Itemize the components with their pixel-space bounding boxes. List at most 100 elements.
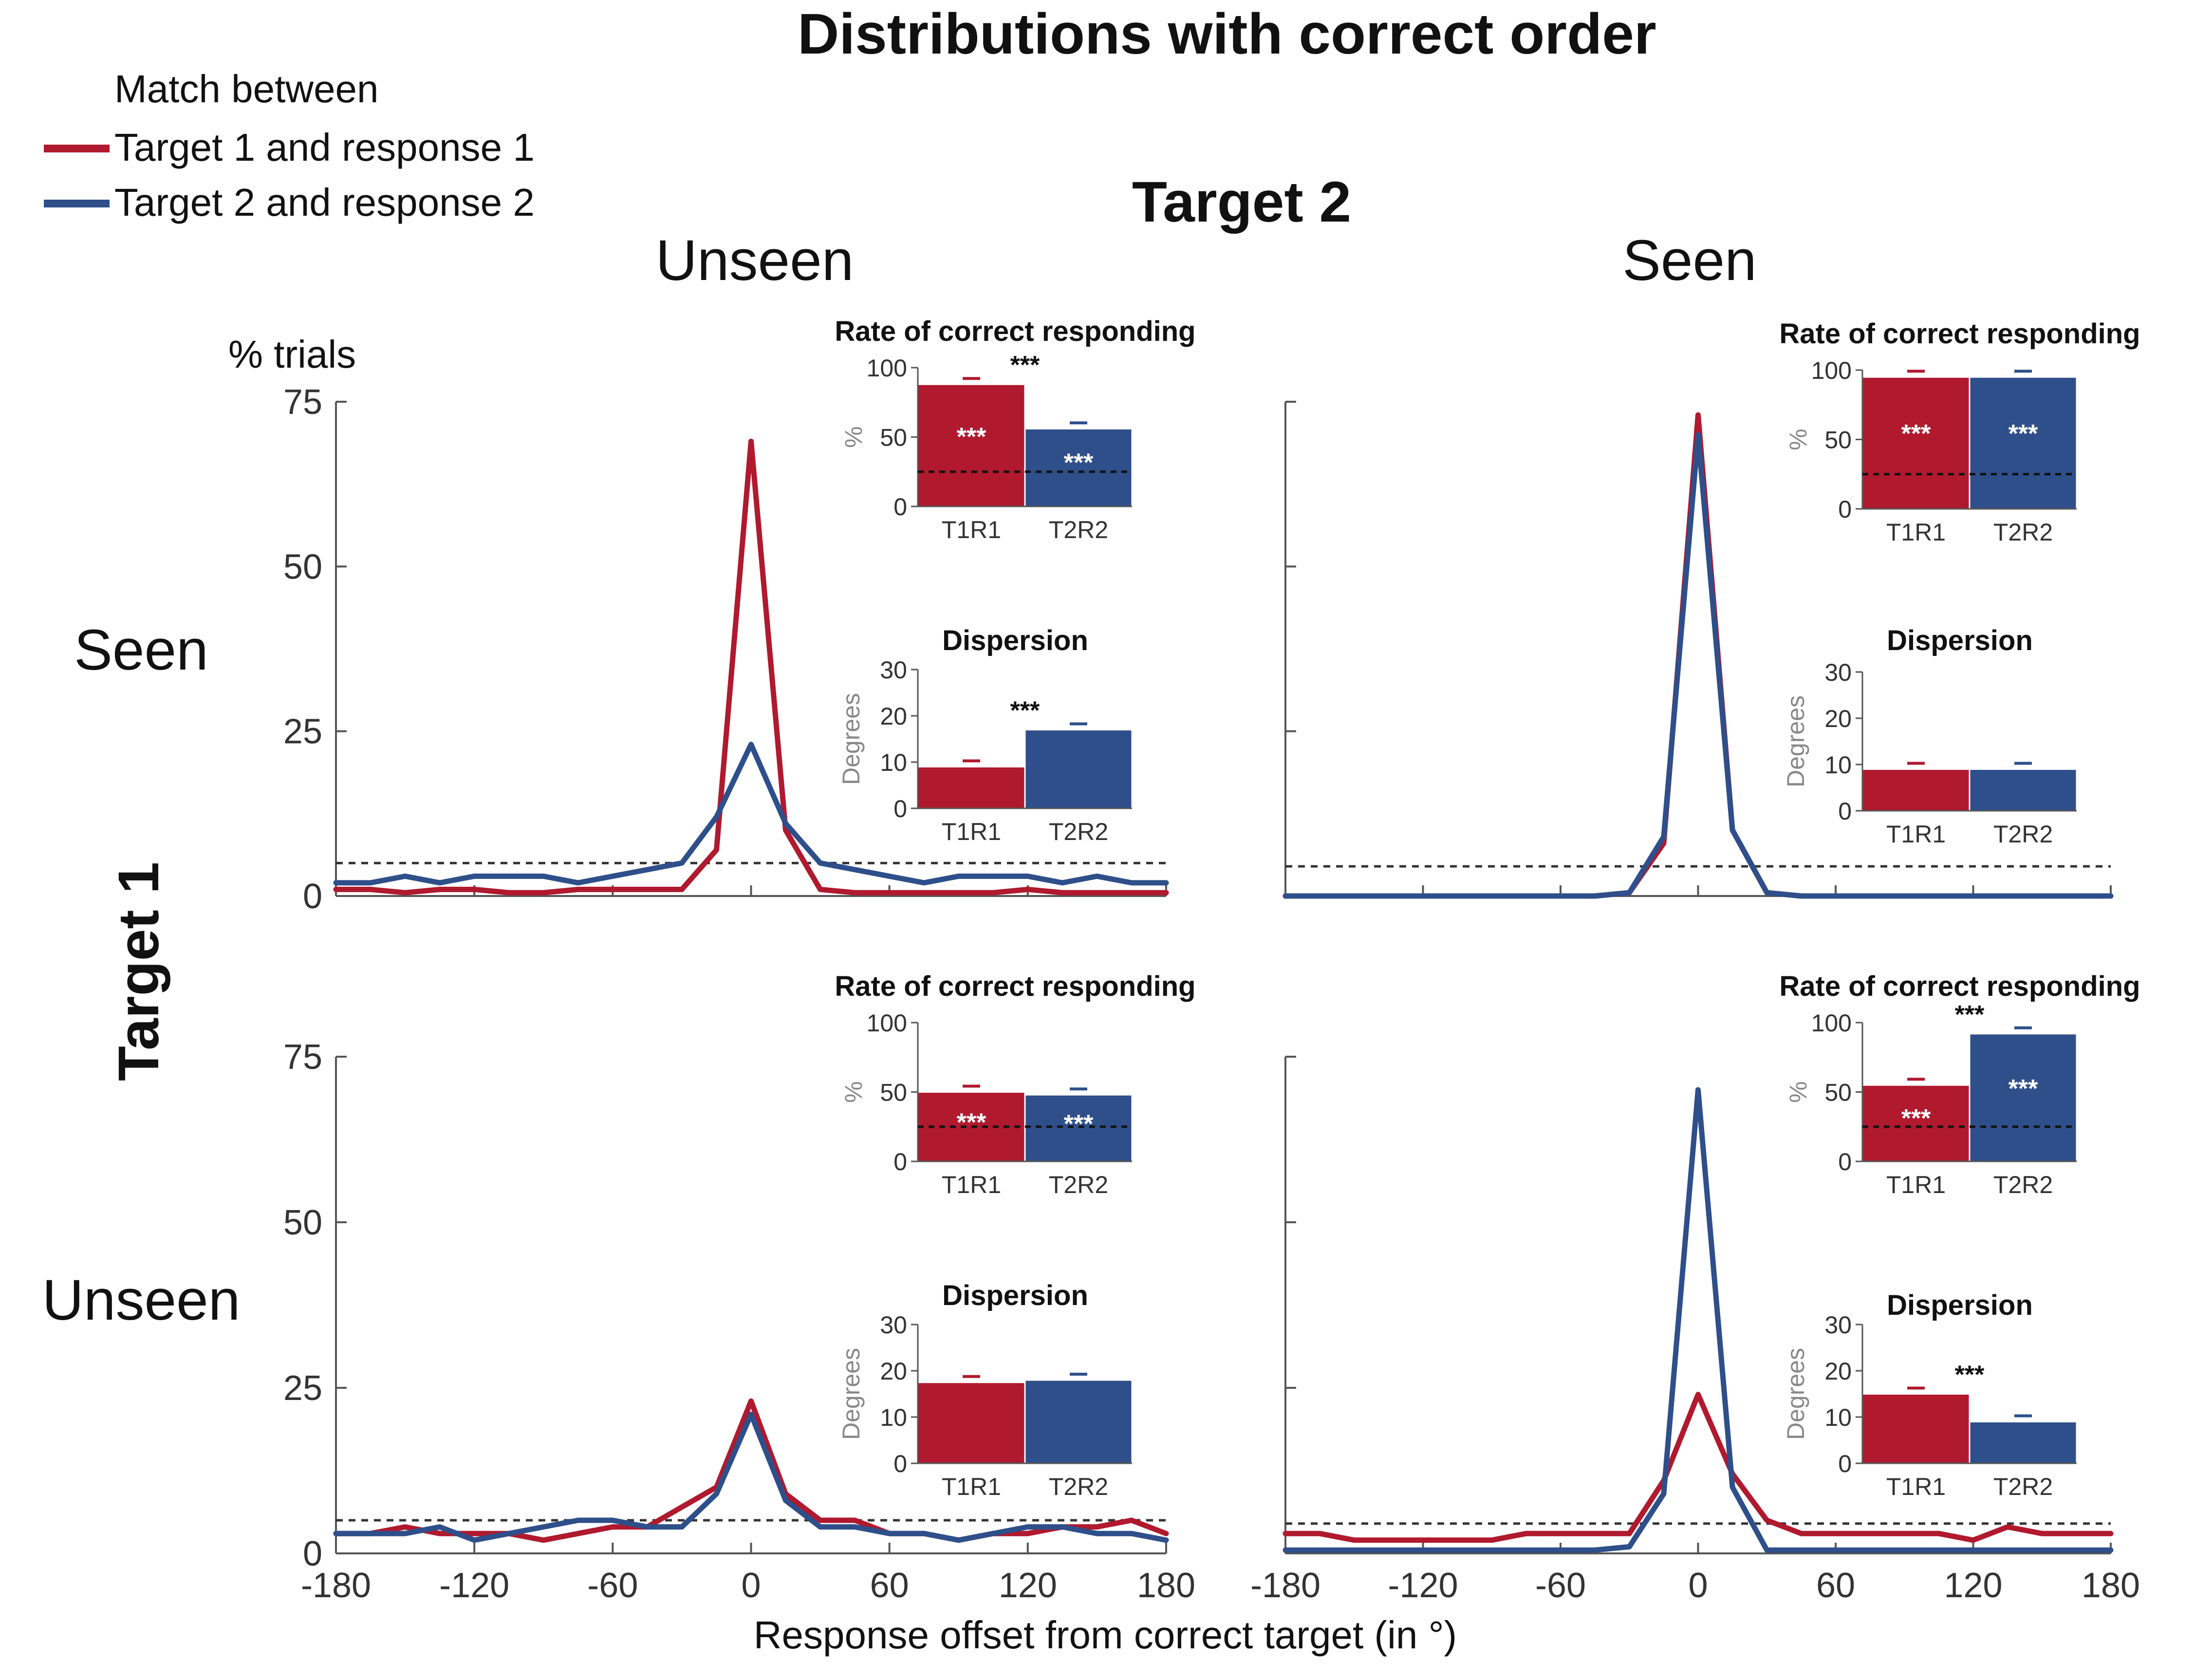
inset-y-tick-label: 10 — [880, 749, 907, 776]
inset-y-tick-label: 30 — [1824, 659, 1852, 686]
panel-t1-unseen-t2-seen: -180 -120 -60 0 60 120 180 Rate of correct resp… — [1250, 971, 2140, 1605]
inset-y-label: Degrees — [837, 1348, 865, 1440]
row-label-unseen: Unseen — [42, 1268, 241, 1332]
difference-significance-label: *** — [1010, 351, 1040, 379]
inset-title: Rate of correct responding — [1779, 971, 2140, 1002]
legend-header: Match between — [114, 67, 379, 111]
inset-y-label: % — [1785, 429, 1812, 450]
x-tick-label: -120 — [439, 1566, 509, 1605]
bar-category-label: T2R2 — [1049, 1473, 1108, 1500]
inset-y-tick-label: 0 — [1838, 798, 1852, 825]
inset-y-tick-label: 30 — [880, 656, 907, 684]
x-tick-label: 0 — [741, 1566, 761, 1605]
series-line-t1r1 — [333, 1398, 1169, 1543]
inset-y-tick-label: 0 — [893, 795, 907, 822]
bar-category-label: T1R1 — [942, 1473, 1001, 1500]
inset-y-tick-label: 10 — [880, 1404, 907, 1431]
inset-y-tick-label: 20 — [1824, 1358, 1852, 1385]
bar-category-label: T1R1 — [1886, 1171, 1946, 1198]
bar-t1r1 — [1861, 768, 1971, 812]
column-label-seen: Seen — [1622, 228, 1757, 293]
inset-y-tick-label: 0 — [1838, 1450, 1852, 1477]
y-tick-label: 0 — [303, 1534, 322, 1573]
inset-y-label: Degrees — [837, 693, 865, 785]
series-line-t1r1 — [333, 438, 1169, 896]
bar-category-label: T1R1 — [942, 1171, 1001, 1198]
bar-t1r1 — [917, 1381, 1026, 1464]
x-tick-label: 60 — [1816, 1566, 1855, 1605]
series-line-t2r2 — [1283, 1087, 2114, 1553]
bar-category-label: T1R1 — [942, 516, 1001, 543]
inset-y-label: % — [840, 1081, 867, 1102]
inset-title: Dispersion — [942, 625, 1088, 656]
panel-t1-seen-t2-unseen: 0 25 50 75 Rate of correct responding T1R1 ***… — [283, 316, 1196, 916]
y-tick-label: 25 — [283, 1369, 322, 1408]
panel-t1-seen-t2-seen: Rate of correct responding T1R1 *** T2R2 ***… — [1283, 318, 2140, 899]
bar-significance-label: *** — [1064, 1110, 1094, 1139]
x-tick-label: -120 — [1388, 1566, 1458, 1605]
inset-y-tick-label: 50 — [1824, 427, 1852, 454]
x-tick-label: 60 — [870, 1566, 909, 1605]
inset-title: Dispersion — [1887, 1289, 2033, 1321]
bar-significance-label: *** — [957, 1108, 986, 1137]
inset-y-tick-label: 0 — [1838, 496, 1852, 523]
inset-title: Rate of correct responding — [835, 971, 1195, 1002]
inset-title: Dispersion — [942, 1280, 1088, 1311]
difference-significance-label: *** — [1955, 1001, 1985, 1029]
series-line-t2r2 — [1283, 432, 2114, 899]
bar-t2r2 — [1024, 1094, 1133, 1162]
bar-t1r1 — [1861, 376, 1971, 510]
difference-significance-label: *** — [1955, 1361, 1985, 1389]
y-tick-label: 25 — [283, 712, 322, 751]
row-label-seen: Seen — [74, 618, 208, 682]
inset-y-label: Degrees — [1782, 695, 1809, 787]
inset-title: Dispersion — [1887, 625, 2033, 656]
inset-dispersion: Dispersion T1R1 T2R2 0 10 20 30 Degrees *** — [837, 625, 1133, 845]
bar-t2r2 — [1969, 376, 2078, 510]
inset-y-tick-label: 100 — [867, 355, 907, 382]
inset-y-tick-label: 0 — [893, 1148, 907, 1176]
bar-category-label: T2R2 — [1049, 818, 1108, 845]
bar-significance-label: *** — [1901, 420, 1931, 448]
inset-y-tick-label: 20 — [1824, 705, 1852, 732]
inset-y-tick-label: 0 — [893, 493, 907, 521]
inset-y-label: % — [840, 426, 867, 448]
inset-y-tick-label: 0 — [1838, 1148, 1852, 1176]
inset-dispersion: Dispersion T1R1 T2R2 0 10 20 30 Degrees *** — [1782, 1289, 2078, 1500]
y-tick-label: 75 — [283, 383, 322, 422]
bar-t1r1 — [1861, 1393, 1971, 1464]
inset-y-tick-label: 10 — [1824, 1404, 1852, 1431]
x-tick-label: -180 — [301, 1566, 371, 1605]
x-tick-label: 180 — [1137, 1566, 1195, 1605]
inset-y-tick-label: 50 — [880, 424, 907, 451]
row-group-label: Target 1 — [107, 862, 171, 1081]
bar-category-label: T2R2 — [1049, 516, 1108, 543]
inset-y-tick-label: 50 — [1824, 1079, 1852, 1106]
difference-significance-label: *** — [1010, 697, 1040, 725]
legend-label-t2r2: Target 2 and response 2 — [114, 181, 535, 224]
y-tick-label: 0 — [303, 877, 322, 916]
inset-y-tick-label: 30 — [1824, 1311, 1852, 1339]
inset-title: Rate of correct responding — [835, 316, 1195, 347]
column-label-unseen: Unseen — [656, 228, 854, 293]
inset-y-tick-label: 100 — [867, 1009, 907, 1037]
x-axis-caption: Response offset from correct target (in … — [754, 1613, 1457, 1657]
inset-rate: Rate of correct responding T1R1 *** T2R2 ***… — [1779, 318, 2140, 546]
bar-category-label: T2R2 — [1049, 1171, 1108, 1198]
x-tick-label: 120 — [1944, 1566, 2002, 1605]
bar-category-label: T1R1 — [1886, 821, 1946, 848]
inset-title: Rate of correct responding — [1779, 318, 2140, 350]
bar-category-label: T2R2 — [1993, 821, 2053, 848]
inset-y-tick-label: 50 — [880, 1079, 907, 1106]
x-tick-label: -60 — [587, 1566, 638, 1605]
bar-t1r1 — [917, 766, 1026, 809]
y-tick-label: 50 — [283, 1203, 322, 1242]
x-tick-label: 0 — [1688, 1566, 1708, 1605]
bar-category-label: T1R1 — [942, 818, 1001, 845]
bar-significance-label: *** — [2008, 1075, 2038, 1103]
inset-y-tick-label: 0 — [893, 1450, 907, 1477]
inset-dispersion: Dispersion T1R1 T2R2 0 10 20 30 Degrees — [1782, 625, 2078, 848]
bar-t2r2 — [1969, 1033, 2078, 1162]
x-tick-label: 120 — [999, 1566, 1057, 1605]
inset-y-tick-label: 30 — [880, 1311, 907, 1339]
